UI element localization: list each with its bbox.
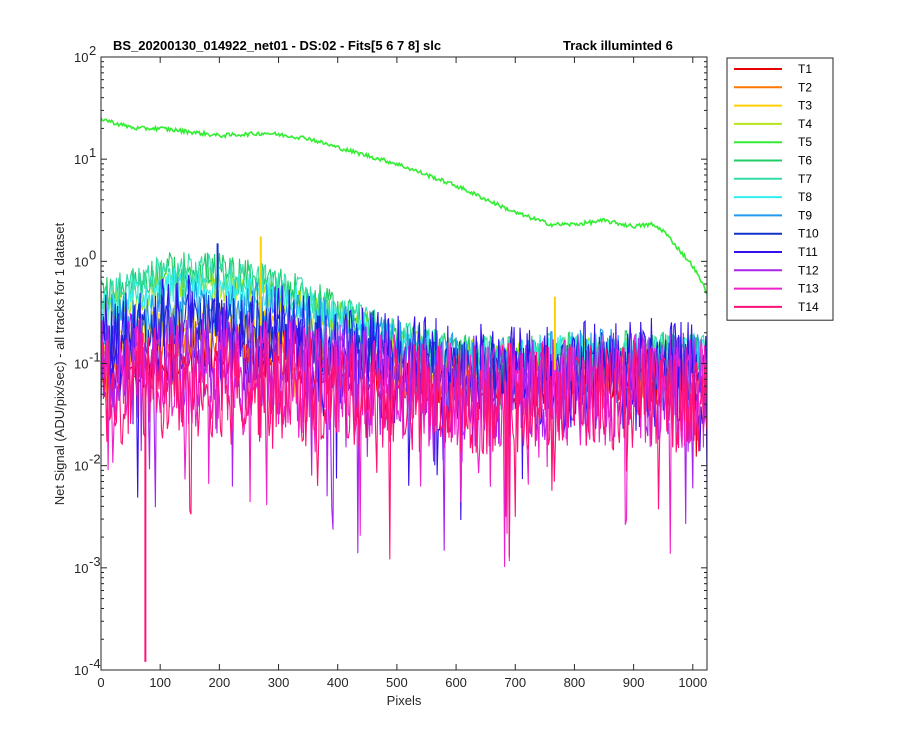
- x-tick-label: 100: [149, 675, 171, 690]
- y-tick-label: 10: [74, 254, 88, 269]
- legend-label-t11: T11: [798, 245, 818, 259]
- x-tick-label: 700: [504, 675, 526, 690]
- y-tick-label: 10: [74, 50, 88, 65]
- x-tick-label: 300: [268, 675, 290, 690]
- y-tick-label: 10: [74, 357, 88, 372]
- legend-box: [726, 57, 834, 321]
- x-axis-label: Pixels: [387, 693, 422, 708]
- y-tick-exponent: 1: [89, 145, 96, 160]
- y-axis-label: Net Signal (ADU/pix/sec) - all tracks fo…: [52, 222, 67, 505]
- legend-label-t5: T5: [798, 135, 812, 149]
- series-line-t13: [101, 320, 707, 567]
- y-tick-exponent: -4: [89, 656, 101, 671]
- y-tick-label: 10: [74, 152, 88, 167]
- chart-title: BS_20200130_014922_net01 - DS:02 - Fits[…: [113, 38, 441, 53]
- legend-label-t12: T12: [798, 263, 819, 277]
- legend-label-t8: T8: [798, 190, 812, 204]
- legend-label-t2: T2: [798, 80, 812, 94]
- legend-label-t13: T13: [798, 282, 819, 296]
- x-tick-label: 500: [386, 675, 408, 690]
- legend-label-t9: T9: [798, 208, 812, 222]
- plot-area: [101, 57, 707, 670]
- y-tick-label: 10: [74, 663, 88, 678]
- x-tick-label: 0: [97, 675, 104, 690]
- y-tick-exponent: 2: [89, 43, 96, 58]
- y-tick-exponent: -2: [89, 452, 101, 467]
- legend-label-t3: T3: [798, 99, 812, 113]
- y-tick-exponent: 0: [89, 247, 96, 262]
- series-line-t5: [101, 117, 707, 295]
- legend-label-t6: T6: [798, 154, 812, 168]
- x-tick-label: 800: [564, 675, 586, 690]
- x-tick-label: 900: [623, 675, 645, 690]
- x-tick-label: 400: [327, 675, 349, 690]
- legend-label-t7: T7: [798, 172, 812, 186]
- x-tick-label: 1000: [678, 675, 707, 690]
- x-tick-label: 600: [445, 675, 467, 690]
- legend: T1 T2 T3 T4 T5 T6 T7 T8 T9 T10 T11 T12 T13 T14: [726, 57, 834, 321]
- axes: 0 100 200 300 400 500 600 700 800 900 100010-410-3…: [74, 43, 708, 690]
- chart-subtitle: Track illuminted 6: [563, 38, 673, 53]
- y-tick-exponent: -3: [89, 554, 101, 569]
- x-tick-label: 200: [209, 675, 231, 690]
- y-tick-label: 10: [74, 561, 88, 576]
- y-tick-label: 10: [74, 459, 88, 474]
- legend-label-t1: T1: [798, 62, 812, 76]
- series-line-t14: [101, 327, 707, 560]
- legend-label-t14: T14: [798, 300, 819, 314]
- legend-label-t4: T4: [798, 117, 812, 131]
- legend-label-t10: T10: [798, 227, 819, 241]
- y-tick-exponent: -1: [89, 350, 101, 365]
